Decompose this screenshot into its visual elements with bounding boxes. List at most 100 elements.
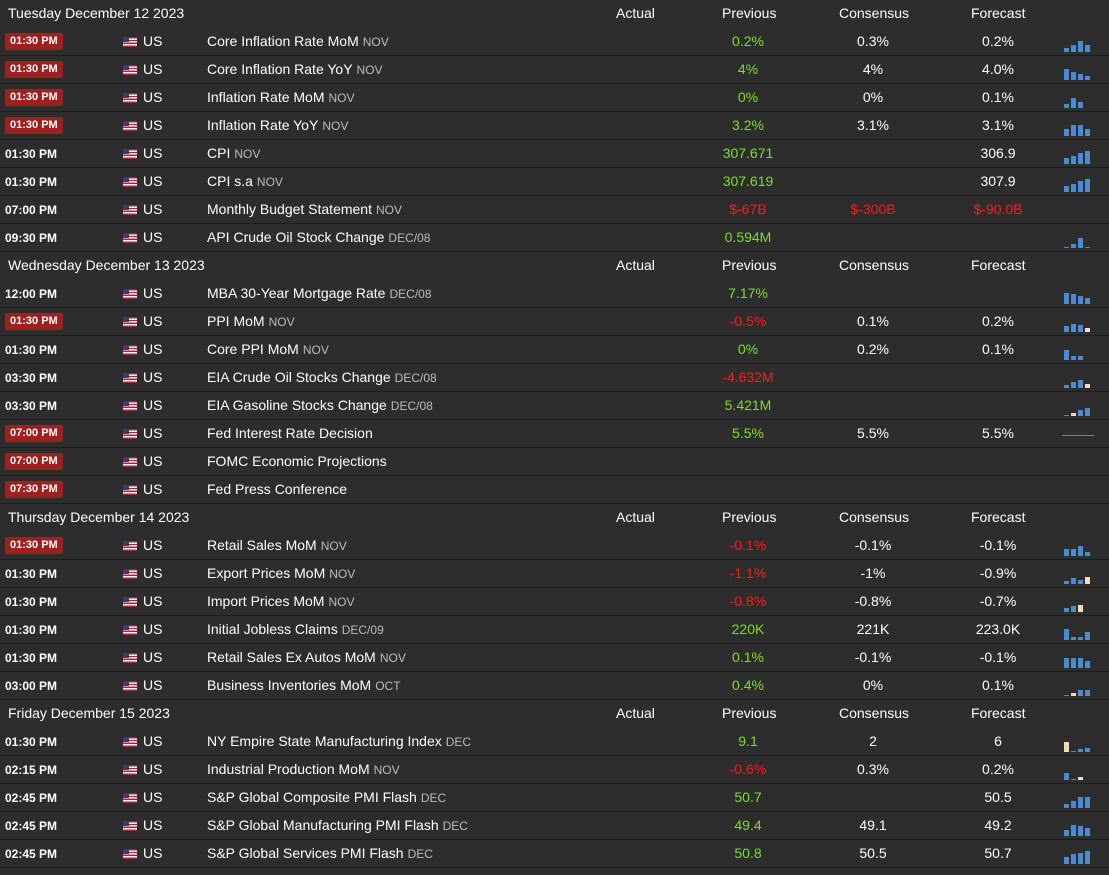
event-row[interactable]: 07:00 PM US Fed Interest Rate Decision 5.5%… (0, 420, 1109, 448)
event-name[interactable]: CPI NOV (207, 145, 261, 161)
sparkline-icon[interactable] (1062, 620, 1098, 640)
event-name[interactable]: Core Inflation Rate YoY NOV (207, 61, 383, 77)
sparkline-icon[interactable] (1062, 172, 1098, 192)
event-name[interactable]: Inflation Rate YoY NOV (207, 117, 349, 133)
country-code: US (143, 761, 163, 777)
event-name[interactable]: FOMC Economic Projections (207, 453, 387, 469)
event-name[interactable]: NY Empire State Manufacturing Index DEC (207, 733, 472, 749)
event-row[interactable]: 03:00 PM US Business Inventories MoM OCT 0.4… (0, 672, 1109, 700)
event-row[interactable]: 01:30 PM US Inflation Rate YoY NOV 3.2% 3.1% 3… (0, 112, 1109, 140)
sparkline-icon[interactable] (1062, 312, 1098, 332)
event-name[interactable]: EIA Crude Oil Stocks Change DEC/08 (207, 369, 437, 385)
event-name[interactable]: Business Inventories MoM OCT (207, 677, 401, 693)
event-name[interactable]: Core PPI MoM NOV (207, 341, 329, 357)
event-name[interactable]: Initial Jobless Claims DEC/09 (207, 621, 384, 637)
event-name[interactable]: Core Inflation Rate MoM NOV (207, 33, 389, 49)
event-row[interactable]: 01:30 PM US CPI s.a NOV 307.619 307.9 (0, 168, 1109, 196)
sparkline-icon[interactable] (1062, 844, 1098, 864)
event-name[interactable]: Inflation Rate MoM NOV (207, 89, 355, 105)
event-row[interactable]: 01:30 PM US CPI NOV 307.671 306.9 (0, 140, 1109, 168)
event-row[interactable]: 07:00 PM US FOMC Economic Projections (0, 448, 1109, 476)
event-name[interactable]: EIA Gasoline Stocks Change DEC/08 (207, 397, 433, 413)
sparkline-icon[interactable] (1062, 592, 1098, 612)
event-name[interactable]: Export Prices MoM NOV (207, 565, 356, 581)
us-flag-icon (123, 541, 137, 551)
event-row[interactable]: 03:30 PM US EIA Crude Oil Stocks Change DEC… (0, 364, 1109, 392)
event-name[interactable]: CPI s.a NOV (207, 173, 283, 189)
sparkline-icon[interactable] (1062, 648, 1098, 668)
event-name[interactable]: Industrial Production MoM NOV (207, 761, 400, 777)
reference-period: NOV (362, 35, 389, 49)
event-name[interactable]: Fed Interest Rate Decision (207, 425, 373, 441)
spark-bar (1071, 382, 1076, 388)
event-row[interactable]: 02:45 PM US S&P Global Composite PMI Flash… (0, 784, 1109, 812)
event-row[interactable]: 02:45 PM US S&P Global Manufacturing PMI F… (0, 812, 1109, 840)
event-name[interactable]: Monthly Budget Statement NOV (207, 201, 403, 217)
event-row[interactable]: 07:00 PM US Monthly Budget Statement NOV $-6… (0, 196, 1109, 224)
sparkline-icon[interactable] (1062, 32, 1098, 52)
event-name[interactable]: S&P Global Services PMI Flash DEC (207, 845, 433, 861)
sparkline-icon[interactable] (1062, 284, 1098, 304)
event-row[interactable]: 01:30 PM US Core Inflation Rate MoM NOV 0.2%… (0, 28, 1109, 56)
event-row[interactable]: 01:30 PM US Retail Sales MoM NOV -0.1% -0.1% -… (0, 532, 1109, 560)
sparkline-icon[interactable] (1062, 144, 1098, 164)
event-name[interactable]: MBA 30-Year Mortgage Rate DEC/08 (207, 285, 432, 301)
spark-bar (1078, 356, 1083, 360)
event-row[interactable]: 01:30 PM US PPI MoM NOV -0.5% 0.1% 0.2% (0, 308, 1109, 336)
event-name[interactable]: API Crude Oil Stock Change DEC/08 (207, 229, 431, 245)
sparkline-icon[interactable] (1062, 564, 1098, 584)
event-name[interactable]: S&P Global Composite PMI Flash DEC (207, 789, 447, 805)
previous-value: 7.17% (728, 285, 768, 301)
flat-line-icon[interactable] (1062, 424, 1098, 444)
event-row[interactable]: 02:45 PM US S&P Global Services PMI Flash D… (0, 840, 1109, 868)
spark-bar (1064, 158, 1069, 164)
previous-value: 3.2% (732, 117, 764, 133)
event-row[interactable]: 01:30 PM US Import Prices MoM NOV -0.8% -0.8%… (0, 588, 1109, 616)
country-code: US (143, 677, 163, 693)
spark-bar (1078, 125, 1083, 136)
event-time: 07:00 PM (5, 453, 63, 470)
spark-bar (1064, 186, 1069, 192)
previous-value: 0% (737, 341, 759, 357)
event-row[interactable]: 09:30 PM US API Crude Oil Stock Change DEC/… (0, 224, 1109, 252)
sparkline-icon[interactable] (1062, 760, 1098, 780)
sparkline-icon[interactable] (1062, 340, 1098, 360)
consensus-value: $-300B (850, 201, 896, 217)
event-row[interactable]: 03:30 PM US EIA Gasoline Stocks Change DEC/… (0, 392, 1109, 420)
consensus-value: 0.3% (857, 761, 889, 777)
event-row[interactable]: 01:30 PM US Core Inflation Rate YoY NOV 4% 4%… (0, 56, 1109, 84)
spark-bar (1078, 41, 1083, 52)
event-row[interactable]: 01:30 PM US Export Prices MoM NOV -1.1% -1% -0… (0, 560, 1109, 588)
event-row[interactable]: 01:30 PM US Core PPI MoM NOV 0% 0.2% 0.1% (0, 336, 1109, 364)
sparkline-icon[interactable] (1062, 788, 1098, 808)
event-row[interactable]: 07:30 PM US Fed Press Conference (0, 476, 1109, 504)
event-row[interactable]: 02:15 PM US Industrial Production MoM NOV -0… (0, 756, 1109, 784)
event-row[interactable]: 12:00 PM US MBA 30-Year Mortgage Rate DEC/0… (0, 280, 1109, 308)
event-row[interactable]: 01:30 PM US Initial Jobless Claims DEC/09 22… (0, 616, 1109, 644)
sparkline-icon[interactable] (1062, 816, 1098, 836)
event-name[interactable]: S&P Global Manufacturing PMI Flash DEC (207, 817, 468, 833)
spark-bar (1085, 328, 1090, 332)
event-time: 12:00 PM (5, 287, 58, 301)
event-row[interactable]: 01:30 PM US Inflation Rate MoM NOV 0% 0% 0.1% (0, 84, 1109, 112)
sparkline-icon[interactable] (1062, 60, 1098, 80)
spark-bar (1078, 380, 1083, 388)
sparkline-icon[interactable] (1062, 228, 1098, 248)
event-name[interactable]: Retail Sales MoM NOV (207, 537, 347, 553)
event-row[interactable]: 01:30 PM US Retail Sales Ex Autos MoM NOV 0.… (0, 644, 1109, 672)
sparkline-icon[interactable] (1062, 536, 1098, 556)
event-name[interactable]: PPI MoM NOV (207, 313, 295, 329)
spark-bar (1064, 48, 1069, 52)
sparkline-icon[interactable] (1062, 676, 1098, 696)
event-name[interactable]: Fed Press Conference (207, 481, 348, 497)
sparkline-icon[interactable] (1062, 88, 1098, 108)
sparkline-icon[interactable] (1062, 116, 1098, 136)
event-name[interactable]: Import Prices MoM NOV (207, 593, 355, 609)
country-code: US (143, 173, 163, 189)
event-name[interactable]: Retail Sales Ex Autos MoM NOV (207, 649, 406, 665)
sparkline-icon[interactable] (1062, 368, 1098, 388)
forecast-value: 0.1% (982, 677, 1014, 693)
event-row[interactable]: 01:30 PM US NY Empire State Manufacturing … (0, 728, 1109, 756)
sparkline-icon[interactable] (1062, 396, 1098, 416)
sparkline-icon[interactable] (1062, 732, 1098, 752)
